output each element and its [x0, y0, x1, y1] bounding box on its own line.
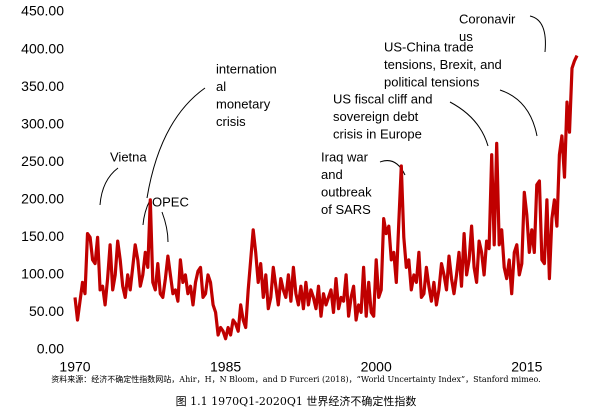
y-tick-label: 300.00 [21, 115, 64, 131]
annotation: us [459, 29, 473, 44]
annotation: political tensions [384, 74, 480, 89]
annotation: internation [216, 61, 277, 76]
y-tick-label: 150.00 [21, 228, 64, 244]
leader-line [529, 15, 546, 53]
annotation: Vietna [110, 149, 147, 164]
x-tick-label: 1970 [59, 359, 90, 375]
annotation: crisis [216, 114, 246, 129]
leader-line [379, 160, 406, 176]
annotation: tensions, Brexit, and [384, 57, 502, 72]
x-tick-label: 2000 [361, 359, 392, 375]
leader-line [99, 167, 119, 206]
y-tick-label: 250.00 [21, 153, 64, 169]
series-line [73, 54, 579, 341]
y-tick-label: 450.00 [21, 3, 64, 19]
y-tick-label: 350.00 [21, 78, 64, 94]
x-tick-label: 2015 [511, 359, 542, 375]
annotation: and [321, 167, 343, 182]
annotation: US fiscal cliff and [333, 91, 432, 106]
y-tick-label: 200.00 [21, 190, 64, 206]
annotation: sovereign debt [333, 109, 419, 124]
y-tick-label: 50.00 [29, 303, 64, 319]
leader-line [161, 211, 169, 243]
annotation: crisis in Europe [333, 126, 422, 141]
annotation: Coronavir [459, 11, 516, 26]
annotation: US-China trade [384, 39, 474, 54]
source: 资料来源：经济不确定性指数网站，Ahir，H，N Bloom，and D Fur… [51, 374, 540, 384]
y-tick-label: 400.00 [21, 40, 64, 56]
annotation: outbreak [321, 184, 372, 199]
annotation: OPEC [152, 194, 189, 209]
leader-line [146, 87, 206, 199]
annotation: of SARS [321, 202, 371, 217]
annotation: Iraq war [321, 149, 369, 164]
leader-line [449, 101, 489, 147]
y-tick-label: 0.00 [37, 341, 64, 357]
leader-line [499, 89, 538, 137]
y-tick-label: 100.00 [21, 266, 64, 282]
annotation: al [216, 79, 226, 94]
x-tick-label: 1985 [210, 359, 241, 375]
annotation: monetary [216, 96, 271, 111]
caption: 图 1.1 1970Q1-2020Q1 世界经济不确定性指数 [176, 394, 417, 408]
